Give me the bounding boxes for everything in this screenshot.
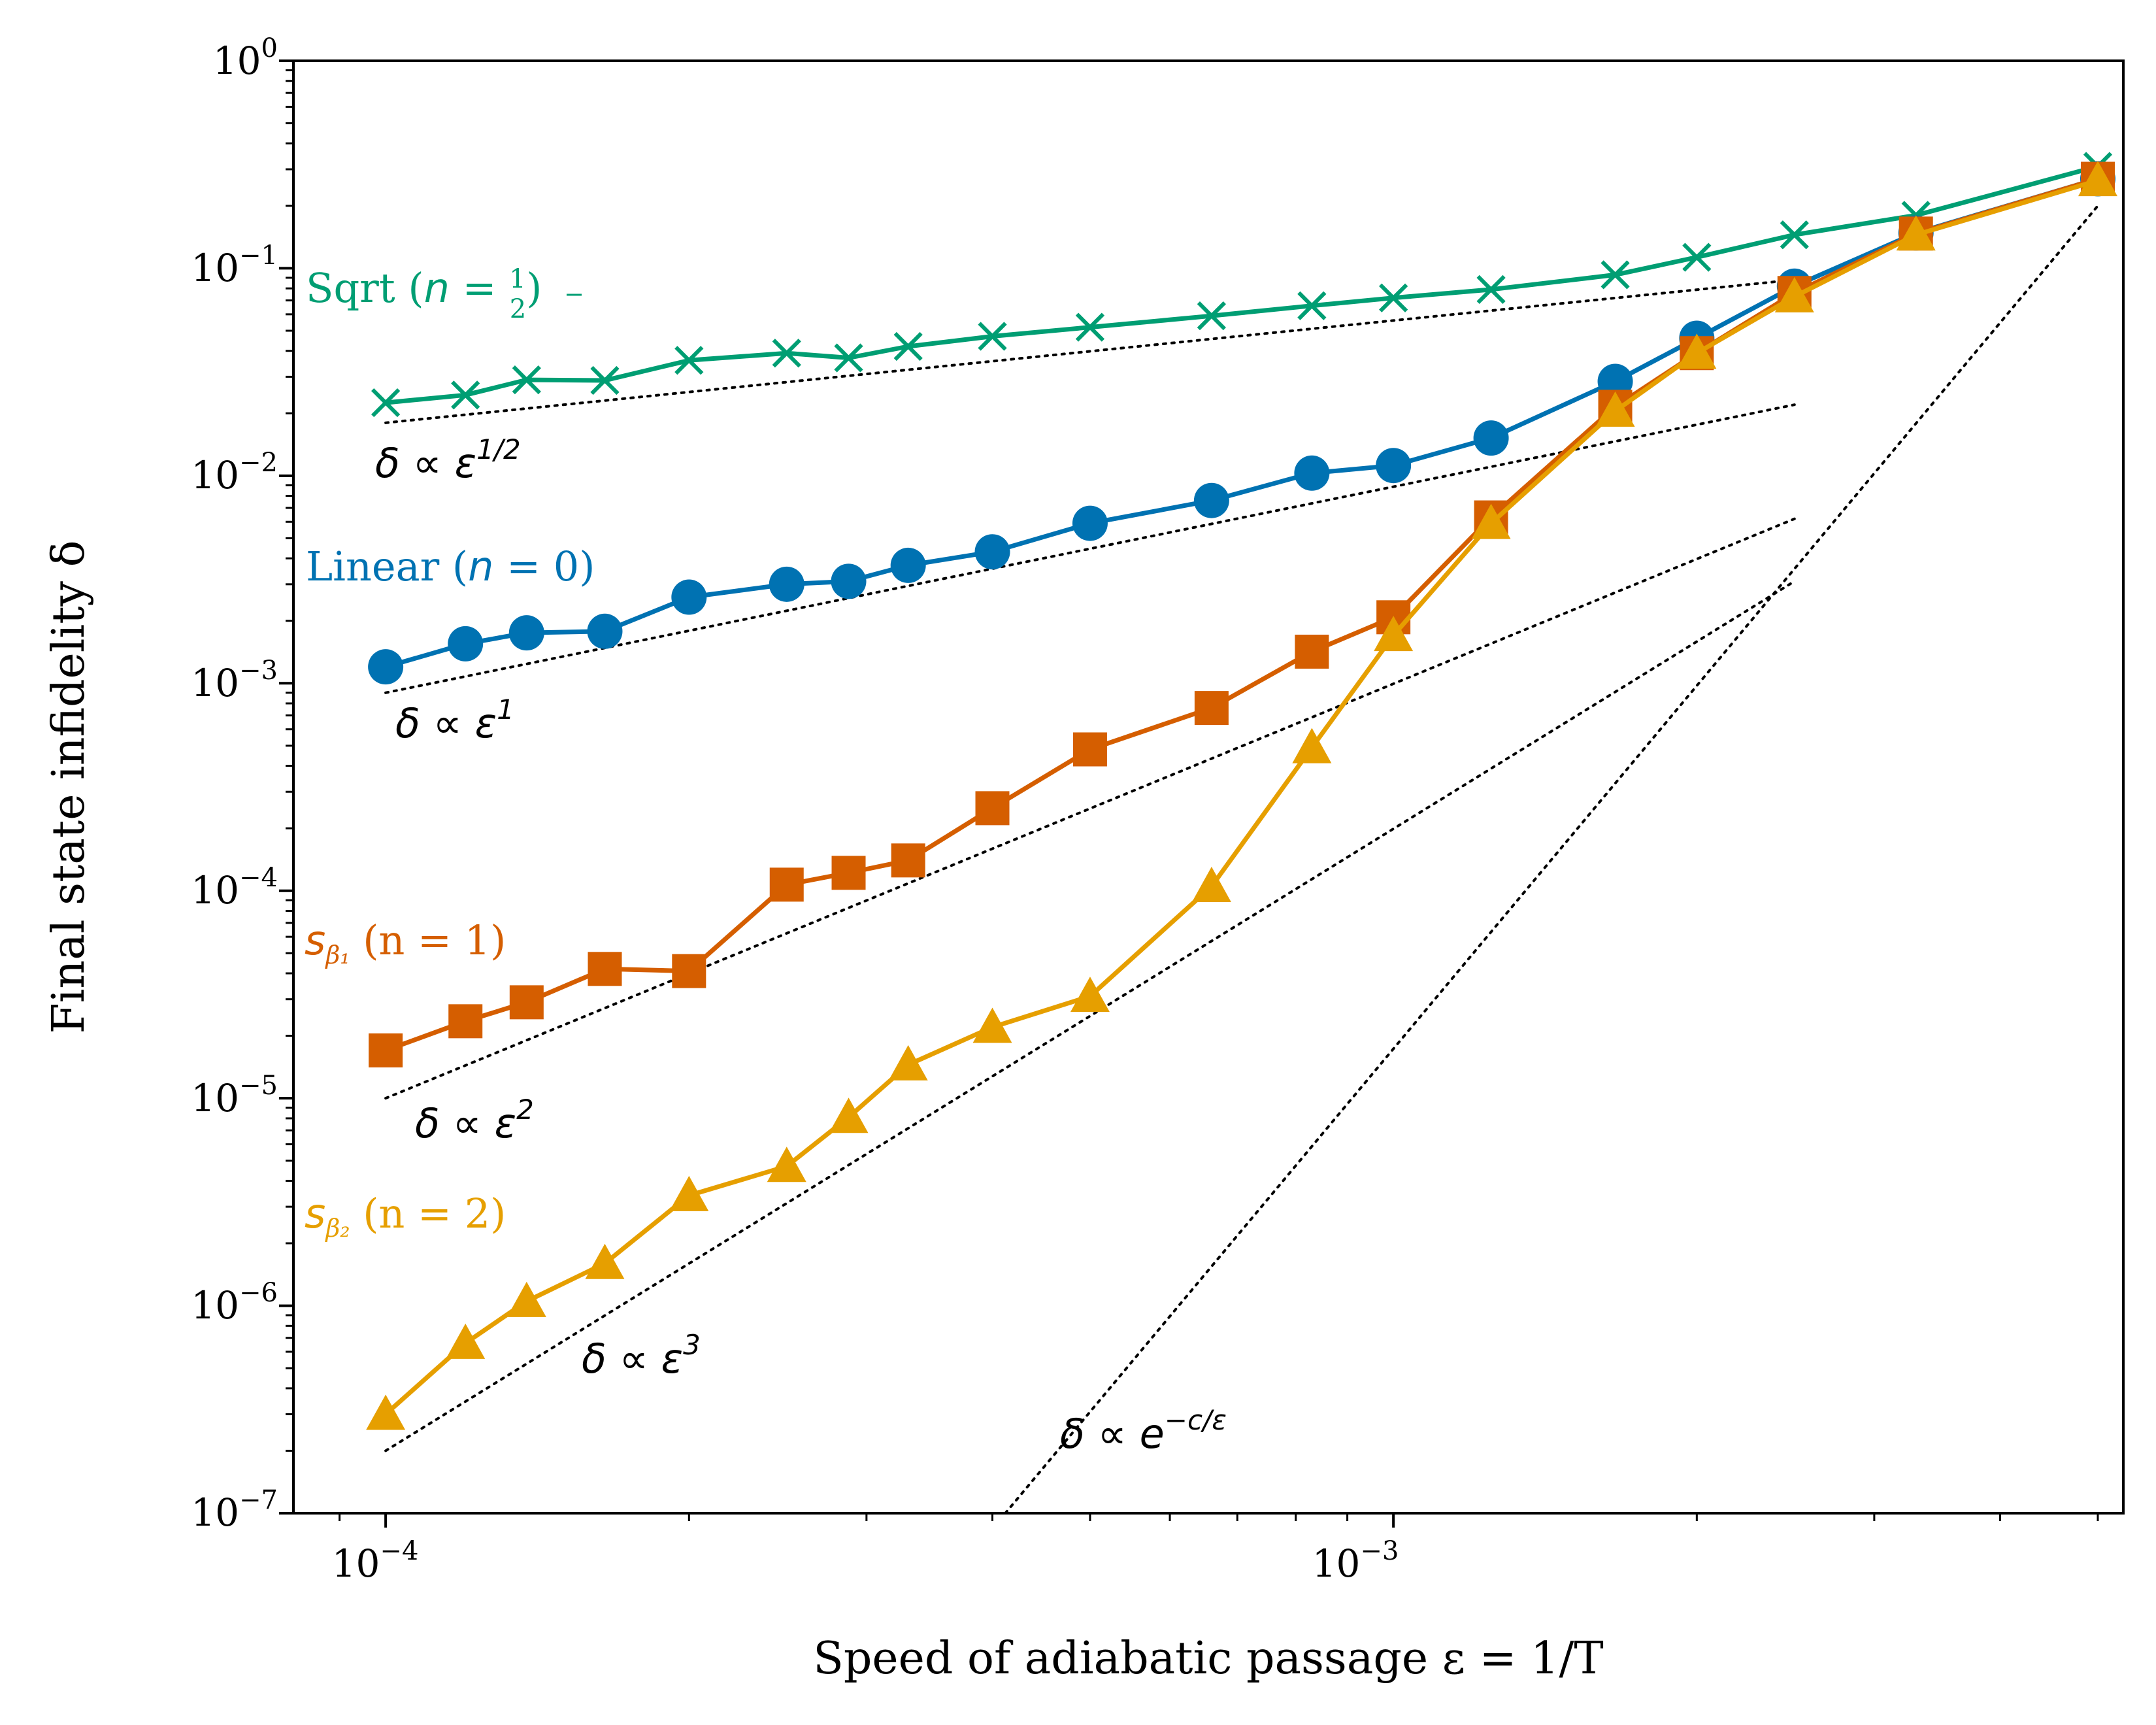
point-sbeta2-9 [1070, 977, 1110, 1013]
point-sbeta2-6 [829, 1097, 869, 1133]
point-sqrt-8 [978, 322, 1007, 351]
trend-label-eps-2: δ ∝ ε2 [415, 1094, 534, 1147]
point-sbeta2-1 [446, 1323, 486, 1359]
y-axis-title: Final state infidelity δ [43, 540, 95, 1033]
point-sqrt-6 [834, 343, 863, 373]
point-sbeta2-12 [1374, 616, 1414, 652]
point-sbeta2-8 [972, 1007, 1012, 1043]
point-sbeta2-16 [1774, 276, 1814, 312]
trend-label-eps-half: δ ∝ ε1/2 [375, 433, 521, 487]
point-linear-1 [448, 626, 484, 662]
trend-line-delta-exp [1004, 204, 2099, 1513]
data-series [366, 152, 2117, 1430]
point-sbeta2-18 [2078, 161, 2117, 197]
point-linear-8 [974, 534, 1010, 570]
point-sbeta1-4 [672, 954, 706, 988]
point-linear-10 [1193, 482, 1229, 518]
y-tick-label-6: 10−6 [191, 1278, 278, 1328]
point-sbeta2-10 [1191, 866, 1231, 902]
point-sbeta2-15 [1677, 333, 1717, 369]
point-sqrt-11 [1297, 291, 1327, 320]
y-tick-label-7: 10−7 [191, 1485, 278, 1535]
point-linear-12 [1376, 448, 1412, 484]
point-linear-0 [368, 649, 404, 685]
point-sqrt-0 [371, 388, 401, 418]
point-sqrt-15 [1682, 243, 1712, 272]
trend-line-delta-eps-2 [384, 517, 1796, 1100]
x-axis-title: Speed of adiabatic passage ε = 1/T [813, 1633, 1603, 1684]
point-sbeta1-1 [448, 1004, 483, 1039]
y-tick-label-2: 10−2 [191, 448, 278, 497]
point-sbeta2-4 [669, 1175, 709, 1211]
y-tick-label-3: 10−3 [191, 656, 278, 705]
point-linear-5 [769, 566, 804, 602]
point-linear-7 [890, 547, 926, 583]
point-sbeta1-10 [1194, 691, 1229, 726]
point-sbeta1-7 [891, 843, 925, 878]
y-major-ticks [279, 59, 293, 1515]
point-linear-3 [587, 613, 623, 649]
point-linear-4 [671, 579, 707, 615]
trend-line-delta-eps-half [384, 278, 1796, 424]
point-linear-6 [831, 563, 867, 599]
point-sqrt-4 [674, 346, 704, 375]
y-tick-label-0: 100 [213, 33, 278, 83]
point-sqrt-1 [451, 380, 480, 410]
series-sbeta2 [366, 161, 2117, 1430]
x-tick-label-0: 10−4 [332, 1536, 419, 1586]
point-sbeta2-5 [767, 1147, 806, 1182]
point-sbeta2-11 [1292, 728, 1332, 763]
series-label-sbeta1: sβ₁ (n = 1) [305, 916, 506, 969]
x-major-ticks [384, 1513, 1395, 1528]
point-sqrt-7 [893, 331, 923, 361]
point-sbeta2-17 [1896, 215, 1936, 251]
trend-label-eps-1: δ ∝ ε1 [395, 694, 514, 747]
point-sbeta2-0 [366, 1394, 406, 1430]
point-sbeta2-2 [506, 1281, 546, 1317]
point-linear-13 [1473, 420, 1509, 456]
series-label-linear: Linear (n = 0) [306, 543, 595, 590]
point-sqrt-14 [1600, 260, 1630, 290]
x-tick-label-1: 10−3 [1312, 1536, 1399, 1586]
trend-lines [384, 204, 2099, 1513]
y-tick-label-5: 10−5 [191, 1071, 278, 1120]
plot-frame [292, 59, 2125, 1515]
point-sbeta1-3 [588, 952, 622, 986]
point-linear-9 [1072, 505, 1108, 541]
point-sqrt-16 [1780, 220, 1809, 250]
trend-line-delta-eps-3 [384, 580, 1796, 1452]
point-sbeta2-7 [888, 1045, 928, 1080]
trend-label-exp: δ ∝ e−c/ε [1060, 1404, 1227, 1458]
point-sbeta1-0 [369, 1033, 403, 1067]
point-sbeta2-13 [1471, 503, 1511, 539]
point-linear-2 [508, 615, 544, 651]
point-sqrt-12 [1379, 283, 1408, 312]
series-label-sqrt: Sqrt (n = 1 2) [306, 264, 542, 324]
point-sbeta2-14 [1595, 391, 1635, 427]
y-tick-label-1: 10−1 [191, 241, 278, 290]
series-label-sbeta2: sβ₂ (n = 2) [305, 1190, 506, 1243]
point-sqrt-5 [772, 339, 801, 368]
point-sbeta1-9 [1072, 732, 1107, 767]
point-sbeta1-11 [1295, 634, 1329, 669]
point-sqrt-9 [1075, 312, 1105, 342]
point-sbeta2-3 [585, 1243, 625, 1279]
point-sbeta1-5 [769, 867, 804, 902]
point-sbeta1-8 [975, 791, 1010, 826]
trend-line-delta-eps-1 [384, 403, 1796, 694]
point-sqrt-3 [590, 365, 620, 395]
point-sqrt-13 [1476, 275, 1506, 305]
point-sbeta1-6 [831, 856, 866, 890]
y-tick-label-4: 10−4 [191, 863, 278, 913]
point-sqrt-2 [512, 365, 541, 395]
point-sqrt-10 [1197, 301, 1227, 331]
trend-label-eps-3: δ ∝ ε3 [582, 1329, 701, 1382]
point-linear-11 [1294, 455, 1330, 491]
point-sbeta1-2 [509, 985, 544, 1020]
